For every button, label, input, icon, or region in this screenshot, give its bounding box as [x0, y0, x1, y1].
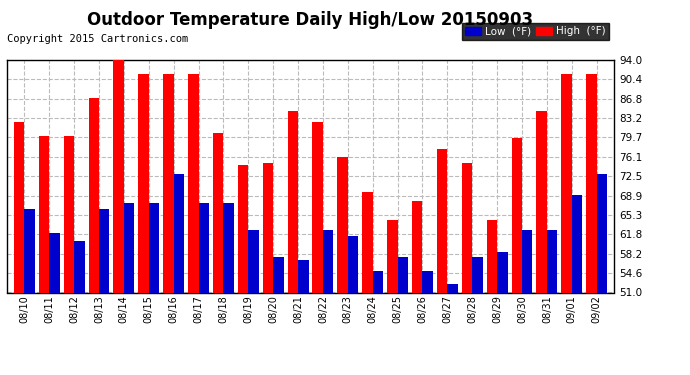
Bar [562, 74, 572, 375]
Bar [39, 136, 49, 375]
Bar [24, 209, 34, 375]
Bar [174, 174, 184, 375]
Bar [138, 74, 149, 375]
Bar [462, 163, 472, 375]
Bar [163, 74, 174, 375]
Bar [387, 219, 397, 375]
Bar [397, 257, 408, 375]
Bar [362, 192, 373, 375]
Bar [497, 252, 508, 375]
Bar [74, 241, 85, 375]
Bar [348, 236, 358, 375]
Bar [323, 230, 333, 375]
Bar [298, 260, 308, 375]
Bar [224, 203, 234, 375]
Bar [99, 209, 110, 375]
Bar [213, 133, 224, 375]
Text: Copyright 2015 Cartronics.com: Copyright 2015 Cartronics.com [7, 34, 188, 44]
Bar [124, 203, 135, 375]
Bar [511, 138, 522, 375]
Bar [238, 165, 248, 375]
Bar [199, 203, 209, 375]
Bar [472, 257, 483, 375]
Bar [288, 111, 298, 375]
Bar [88, 98, 99, 375]
Bar [536, 111, 547, 375]
Bar [373, 271, 383, 375]
Bar [188, 74, 199, 375]
Bar [49, 233, 59, 375]
Bar [586, 74, 597, 375]
Bar [572, 195, 582, 375]
Bar [273, 257, 284, 375]
Bar [422, 271, 433, 375]
Bar [522, 230, 533, 375]
Bar [547, 230, 558, 375]
Bar [63, 136, 74, 375]
Bar [313, 122, 323, 375]
Bar [248, 230, 259, 375]
Legend: Low  (°F), High  (°F): Low (°F), High (°F) [462, 23, 609, 40]
Bar [113, 60, 124, 375]
Bar [486, 219, 497, 375]
Bar [337, 157, 348, 375]
Text: Outdoor Temperature Daily High/Low 20150903: Outdoor Temperature Daily High/Low 20150… [88, 11, 533, 29]
Bar [14, 122, 24, 375]
Bar [263, 163, 273, 375]
Bar [597, 174, 607, 375]
Bar [149, 203, 159, 375]
Bar [447, 284, 458, 375]
Bar [437, 149, 447, 375]
Bar [412, 201, 422, 375]
